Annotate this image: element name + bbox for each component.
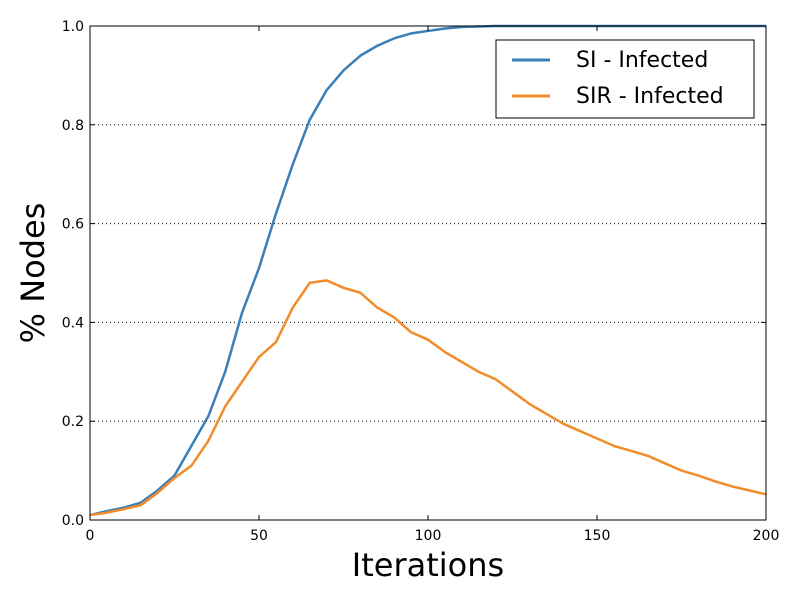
legend-box [495, 39, 755, 119]
y-axis-title: % Nodes [14, 203, 52, 344]
x-tick-label-0: 0 [86, 528, 95, 544]
legend-label-sir: SIR - Infected [576, 84, 724, 109]
grid-lines [90, 124, 766, 422]
series-line-1 [89, 279, 767, 517]
y-tick-label-0: 0.0 [62, 513, 84, 529]
x-tick-label-1: 50 [250, 528, 268, 544]
x-tick-label-4: 200 [753, 528, 780, 544]
y-tick-label-4: 0.8 [62, 118, 84, 134]
y-tick-label-1: 0.2 [62, 414, 84, 430]
axis-ticks: 0.0 0.2 0.4 0.6 0.8 1.0 0 50 100 150 200 [62, 19, 780, 544]
x-tick-label-3: 150 [584, 528, 611, 544]
y-tick-label-3: 0.6 [62, 217, 84, 233]
y-tick-label-2: 0.4 [62, 315, 84, 331]
x-axis-title: Iterations [352, 546, 504, 584]
x-tick-label-2: 100 [415, 528, 442, 544]
series-lines [89, 24, 767, 517]
legend-label-si: SI - Infected [576, 48, 708, 73]
legend: SI - Infected SIR - Infected [495, 39, 755, 119]
series-line-0 [89, 24, 766, 517]
y-tick-label-5: 1.0 [62, 19, 84, 35]
